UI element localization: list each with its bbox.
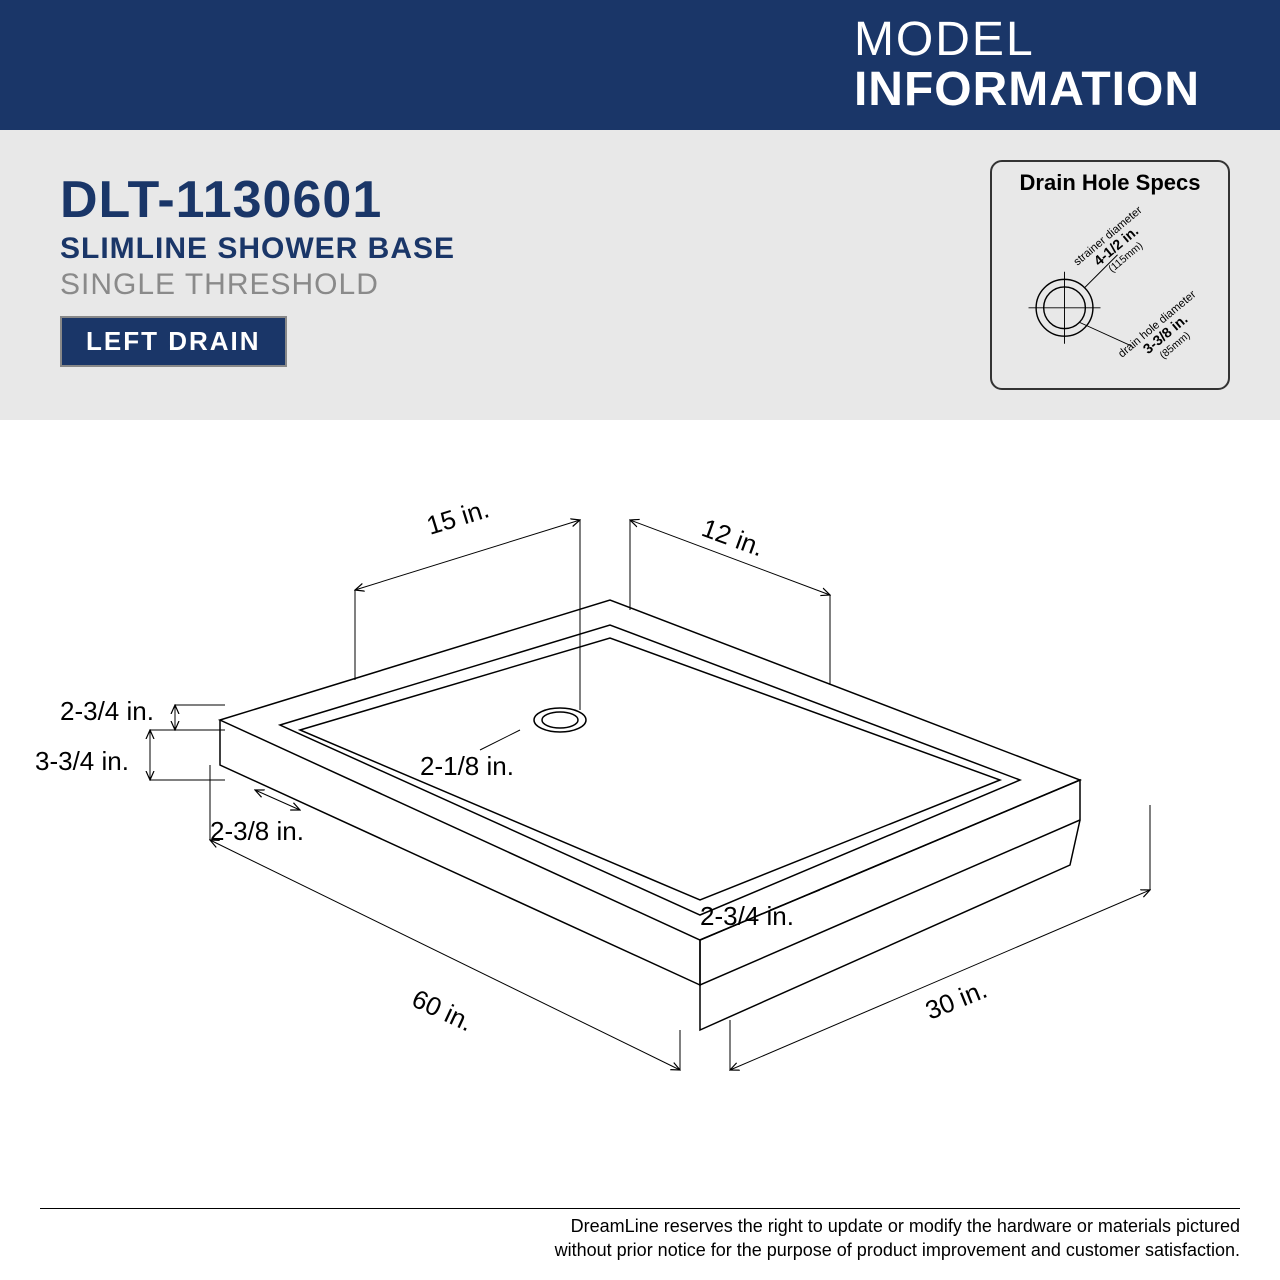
shower-base-diagram: 15 in. 12 in. 2-3/4 in. 3-3/4 in. 2-3/8 … [0,420,1280,1200]
disclaimer: DreamLine reserves the right to update o… [40,1208,1240,1262]
diagram-area: 15 in. 12 in. 2-3/4 in. 3-3/4 in. 2-3/8 … [0,420,1280,1200]
drain-badge: LEFT DRAIN [60,316,287,367]
info-band: DLT-1130601 SLIMLINE SHOWER BASE SINGLE … [0,130,1280,420]
dim-inner-right: 2-3/4 in. [700,901,794,931]
header-line2: INFORMATION [854,65,1200,115]
disclaimer-line1: DreamLine reserves the right to update o… [40,1215,1240,1238]
drain-spec-diagram: strainer diameter 4-1/2 in. (115mm) drai… [992,196,1228,376]
dimension-lines [150,520,1150,1070]
dim-left-upper: 2-3/4 in. [60,696,154,726]
dim-inner-center: 2-1/8 in. [420,751,514,781]
drain-spec-title: Drain Hole Specs [992,170,1228,196]
header-line1: MODEL [854,15,1200,65]
dim-left-lower: 3-3/4 in. [35,746,129,776]
dim-bottom-right: 30 in. [921,974,991,1026]
drain-spec-box: Drain Hole Specs strainer diameter 4-1/2… [990,160,1230,390]
header-title: MODEL INFORMATION [854,15,1200,116]
base-outline [220,600,1080,1030]
header-banner: MODEL INFORMATION [0,0,1280,130]
dim-top-right: 12 in. [698,512,768,562]
dim-inner-left: 2-3/8 in. [210,816,304,846]
dimension-labels: 15 in. 12 in. 2-3/4 in. 3-3/4 in. 2-3/8 … [35,493,991,1037]
dim-bottom-left: 60 in. [407,983,477,1037]
dim-top-left: 15 in. [423,493,493,540]
disclaimer-line2: without prior notice for the purpose of … [40,1239,1240,1262]
